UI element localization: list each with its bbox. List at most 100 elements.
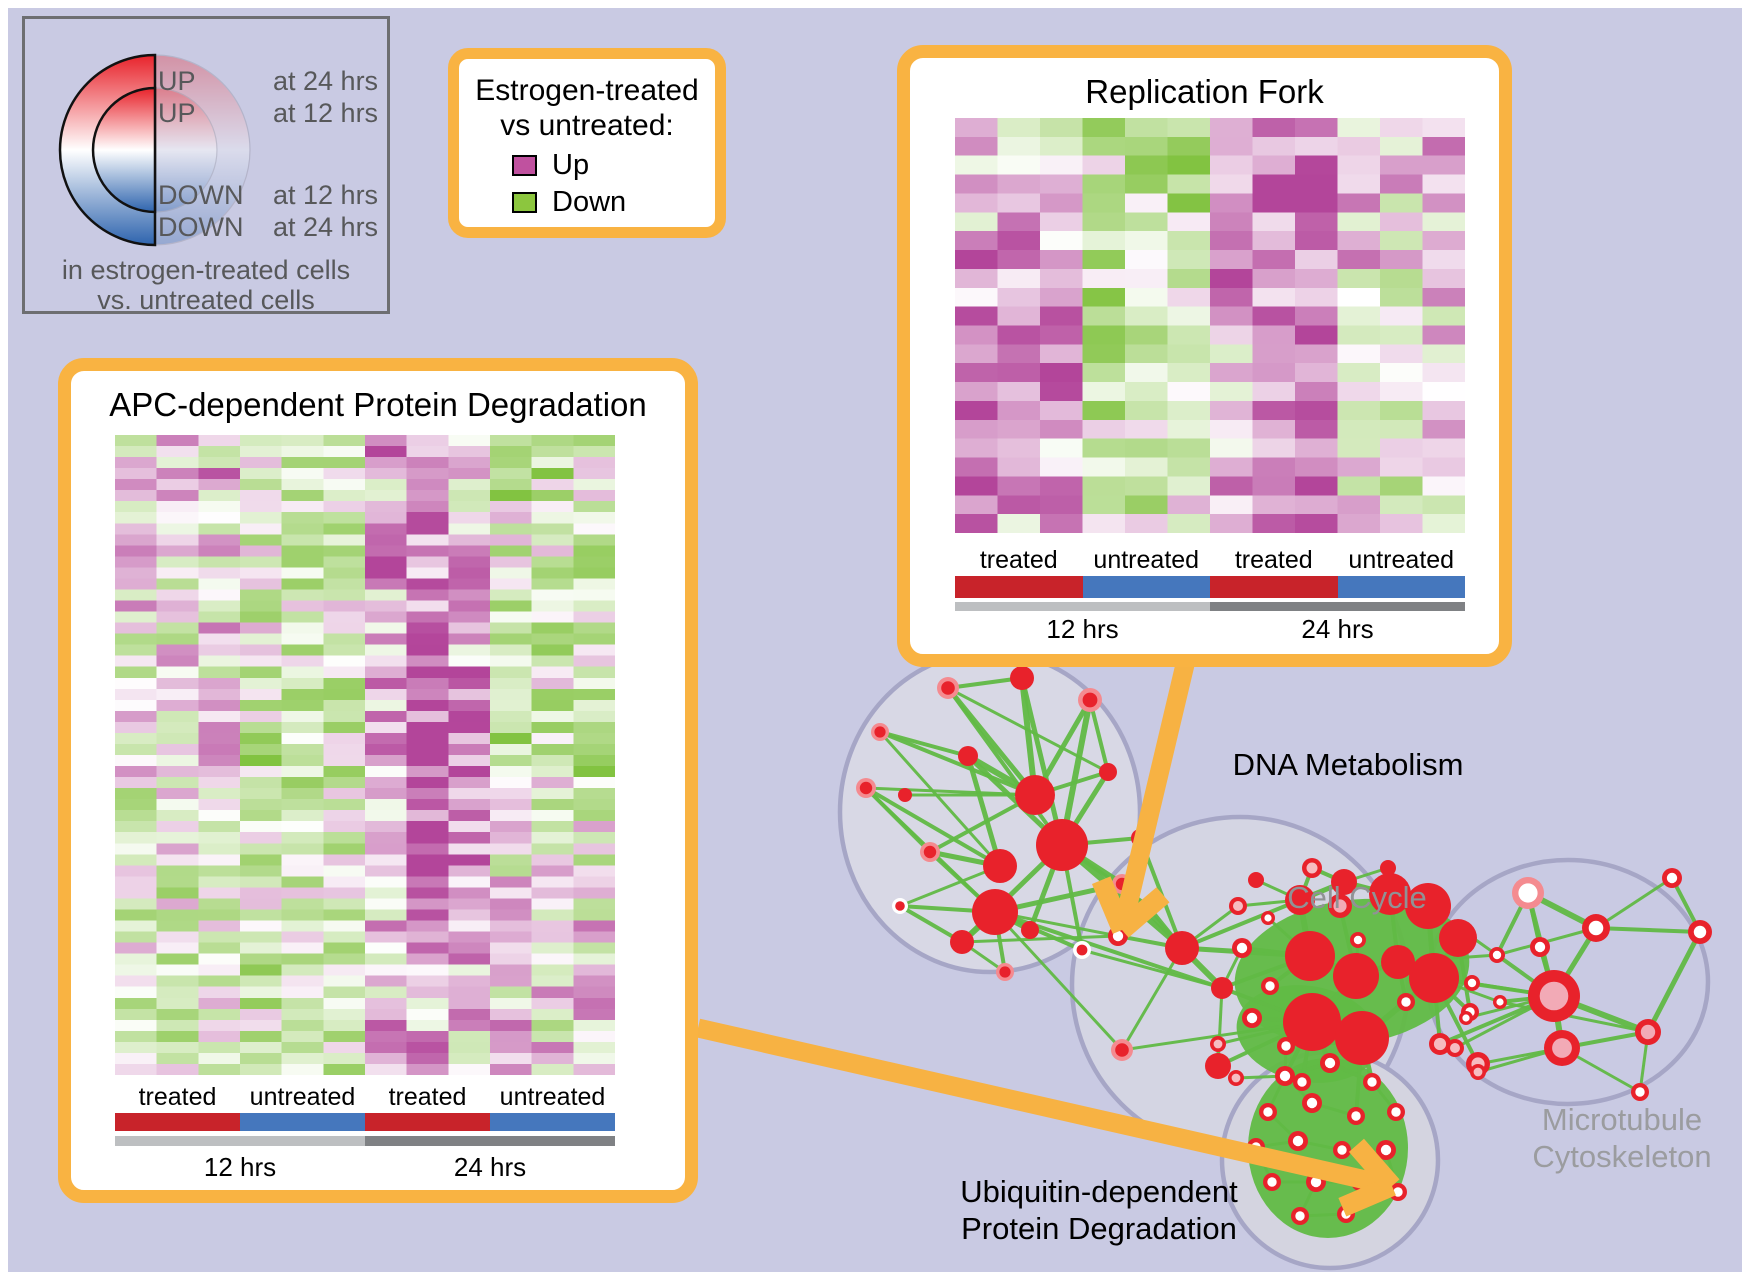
condition-bar-segment bbox=[1337, 576, 1465, 598]
heatmap-cell bbox=[955, 344, 998, 364]
heatmap-cell bbox=[198, 435, 241, 447]
heatmap-cell bbox=[365, 743, 408, 756]
heatmap-cell bbox=[365, 589, 408, 602]
heatmap-cell bbox=[1422, 457, 1465, 477]
heatmap-cell bbox=[240, 578, 283, 590]
heatmap-cell bbox=[573, 854, 615, 866]
heatmap-cell bbox=[1295, 250, 1338, 270]
heatmap-cell bbox=[531, 633, 574, 646]
heatmap-cell bbox=[1040, 457, 1083, 477]
heatmap-cell bbox=[1295, 382, 1338, 402]
heatmap-cell bbox=[281, 986, 324, 999]
heatmap-cell bbox=[365, 732, 408, 745]
heatmap-cell bbox=[156, 479, 199, 491]
heatmap-cell bbox=[573, 755, 615, 767]
heatmap-cell bbox=[240, 843, 283, 855]
network-edge bbox=[965, 755, 1003, 867]
heatmap-cell bbox=[323, 1052, 366, 1065]
heatmap-cell bbox=[573, 997, 615, 1010]
column-group-label: treated bbox=[1234, 546, 1313, 574]
heatmap-cell bbox=[1380, 419, 1423, 440]
heatmap-cell bbox=[1380, 287, 1423, 308]
heatmap-cell bbox=[490, 732, 533, 745]
heatmap-cell bbox=[1040, 155, 1083, 176]
heatmap-cell bbox=[955, 514, 998, 533]
heatmap-cell bbox=[323, 732, 366, 745]
heatmap-cell bbox=[365, 622, 408, 635]
heatmap-cell bbox=[1252, 174, 1296, 194]
heatmap-cell bbox=[156, 975, 199, 988]
heatmap-cell bbox=[531, 666, 574, 679]
heatmap-cell bbox=[531, 479, 574, 491]
heatmap-cell bbox=[1337, 476, 1381, 496]
heatmap-cell bbox=[573, 1041, 615, 1054]
heatmap-cell bbox=[323, 677, 366, 690]
heatmap-cell bbox=[406, 832, 449, 844]
heatmap-cell bbox=[490, 898, 533, 910]
column-group-label: treated bbox=[388, 1083, 467, 1111]
network-edge bbox=[879, 730, 969, 758]
heatmap-cell bbox=[1337, 344, 1381, 364]
heatmap-cell bbox=[531, 997, 574, 1010]
heatmap-cell bbox=[1252, 325, 1296, 345]
heatmap-cell bbox=[1167, 287, 1211, 308]
heatmap-cell bbox=[115, 1063, 158, 1075]
heatmap-cell bbox=[365, 799, 408, 811]
heatmap-cell bbox=[490, 578, 533, 590]
heatmap-cell bbox=[323, 1019, 366, 1032]
heatmap-cell bbox=[156, 898, 199, 910]
heatmap-cell bbox=[1082, 118, 1126, 138]
heatmap-cell bbox=[406, 611, 449, 624]
heatmap-cell bbox=[156, 512, 199, 524]
heatmap-cell bbox=[406, 1008, 449, 1021]
heatmap-cell bbox=[281, 479, 324, 491]
network-node bbox=[856, 778, 876, 798]
heatmap-cell bbox=[323, 799, 366, 811]
heatmap-cell bbox=[1210, 118, 1253, 138]
heatmap-cell bbox=[531, 435, 574, 447]
heatmap-cell bbox=[156, 1052, 199, 1065]
heatmap-cell bbox=[281, 975, 324, 988]
heatmap-cell bbox=[448, 975, 491, 988]
ring-legend-row: DOWN at 12 hrs bbox=[158, 180, 388, 211]
heatmap-cell bbox=[156, 810, 199, 822]
heatmap-cell bbox=[240, 986, 283, 999]
network-node bbox=[1229, 897, 1247, 915]
heatmap-cell bbox=[1422, 212, 1465, 232]
heatmap-cell bbox=[1125, 212, 1168, 232]
heatmap-cell bbox=[323, 843, 366, 855]
heatmap-cell bbox=[115, 457, 158, 469]
down-label: Down bbox=[552, 186, 627, 218]
heatmap-cell bbox=[531, 743, 574, 756]
heatmap-cell bbox=[997, 419, 1041, 440]
heatmap-cell bbox=[573, 523, 615, 535]
heatmap-cell bbox=[531, 766, 574, 778]
heatmap-cell bbox=[281, 810, 324, 822]
heatmap-cell bbox=[531, 1041, 574, 1054]
heatmap-cell bbox=[406, 909, 449, 922]
network-node bbox=[1335, 1011, 1389, 1065]
heatmap-cell bbox=[365, 766, 408, 778]
heatmap-cell bbox=[1082, 476, 1126, 496]
heatmap-cell bbox=[1082, 514, 1126, 533]
heatmap-cell bbox=[406, 1030, 449, 1043]
heatmap-cell bbox=[406, 755, 449, 767]
heatmap-cell bbox=[115, 909, 158, 922]
heatmap-cell bbox=[1380, 344, 1423, 364]
heatmap-cell bbox=[1125, 344, 1168, 364]
heatmap-cell bbox=[406, 743, 449, 756]
heatmap-cell bbox=[156, 446, 199, 458]
heatmap-cell bbox=[1210, 400, 1253, 421]
heatmap-cell bbox=[240, 468, 283, 480]
heatmap-cell bbox=[573, 1019, 615, 1032]
heatmap-cell bbox=[490, 435, 533, 447]
heatmap-cell bbox=[281, 721, 324, 734]
network-node bbox=[1293, 1073, 1311, 1091]
heatmap-cell bbox=[490, 666, 533, 679]
heatmap-cell bbox=[448, 633, 491, 646]
heatmap-cell bbox=[573, 975, 615, 988]
heatmap-cell bbox=[406, 523, 449, 535]
heatmap-cell bbox=[156, 964, 199, 977]
heatmap-cell bbox=[365, 920, 408, 933]
heatmap-cell bbox=[490, 688, 533, 701]
